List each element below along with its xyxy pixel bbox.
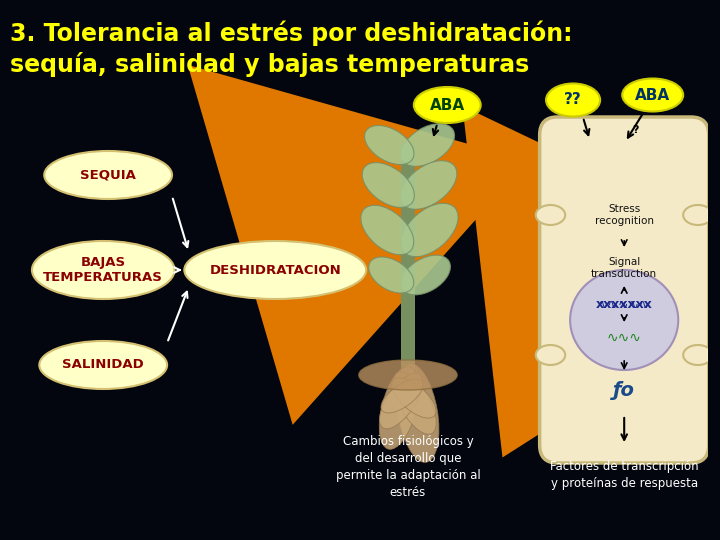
Ellipse shape [401,203,458,256]
Ellipse shape [397,363,439,462]
FancyBboxPatch shape [540,117,708,463]
Ellipse shape [369,257,414,293]
Text: Cambios fisiológicos y
del desarrollo que
permite la adaptación al
estrés: Cambios fisiológicos y del desarrollo qu… [336,435,480,499]
Text: 3. Tolerancia al estrés por deshidratación:: 3. Tolerancia al estrés por deshidrataci… [10,20,572,45]
Text: Factores de transcripción
y proteínas de respuesta: Factores de transcripción y proteínas de… [550,460,698,490]
Ellipse shape [184,241,366,299]
Text: ABA: ABA [635,87,670,103]
Ellipse shape [622,78,683,111]
Ellipse shape [359,360,457,390]
Ellipse shape [400,124,454,166]
Text: BAJAS
TEMPERATURAS: BAJAS TEMPERATURAS [43,256,163,284]
Ellipse shape [40,341,167,389]
Text: xxxxxxx: xxxxxxx [595,299,652,312]
Text: DESHIDRATACION: DESHIDRATACION [210,264,341,276]
Ellipse shape [683,345,713,365]
Text: ABA: ABA [430,98,465,112]
Ellipse shape [381,379,423,413]
Text: SALINIDAD: SALINIDAD [63,359,144,372]
Text: ??: ?? [564,92,582,107]
Text: sequía, salinidad y bajas temperaturas: sequía, salinidad y bajas temperaturas [10,52,529,77]
Ellipse shape [379,373,423,429]
Ellipse shape [400,161,457,210]
Bar [401,145,415,375]
Ellipse shape [683,205,713,225]
Ellipse shape [361,205,414,255]
Text: ?: ? [631,125,638,135]
FancyArrowPatch shape [188,65,528,425]
Ellipse shape [393,372,436,434]
FancyArrowPatch shape [462,106,720,457]
Ellipse shape [32,241,174,299]
Ellipse shape [570,270,678,370]
Ellipse shape [536,205,565,225]
Text: SEQUIA: SEQUIA [80,168,136,181]
Ellipse shape [44,151,172,199]
Ellipse shape [401,255,451,295]
Text: ∿∿∿: ∿∿∿ [607,331,642,345]
Ellipse shape [414,87,481,123]
Ellipse shape [536,345,565,365]
Text: ƒo: ƒo [613,381,635,400]
Ellipse shape [364,125,414,165]
Text: Stress
recognition: Stress recognition [595,204,654,226]
Ellipse shape [379,367,419,449]
Text: ∿∿∿∿∿: ∿∿∿∿∿ [598,299,650,312]
Ellipse shape [392,378,436,418]
Ellipse shape [546,84,600,117]
Ellipse shape [362,163,415,207]
Text: Signal
transduction: Signal transduction [591,257,657,279]
